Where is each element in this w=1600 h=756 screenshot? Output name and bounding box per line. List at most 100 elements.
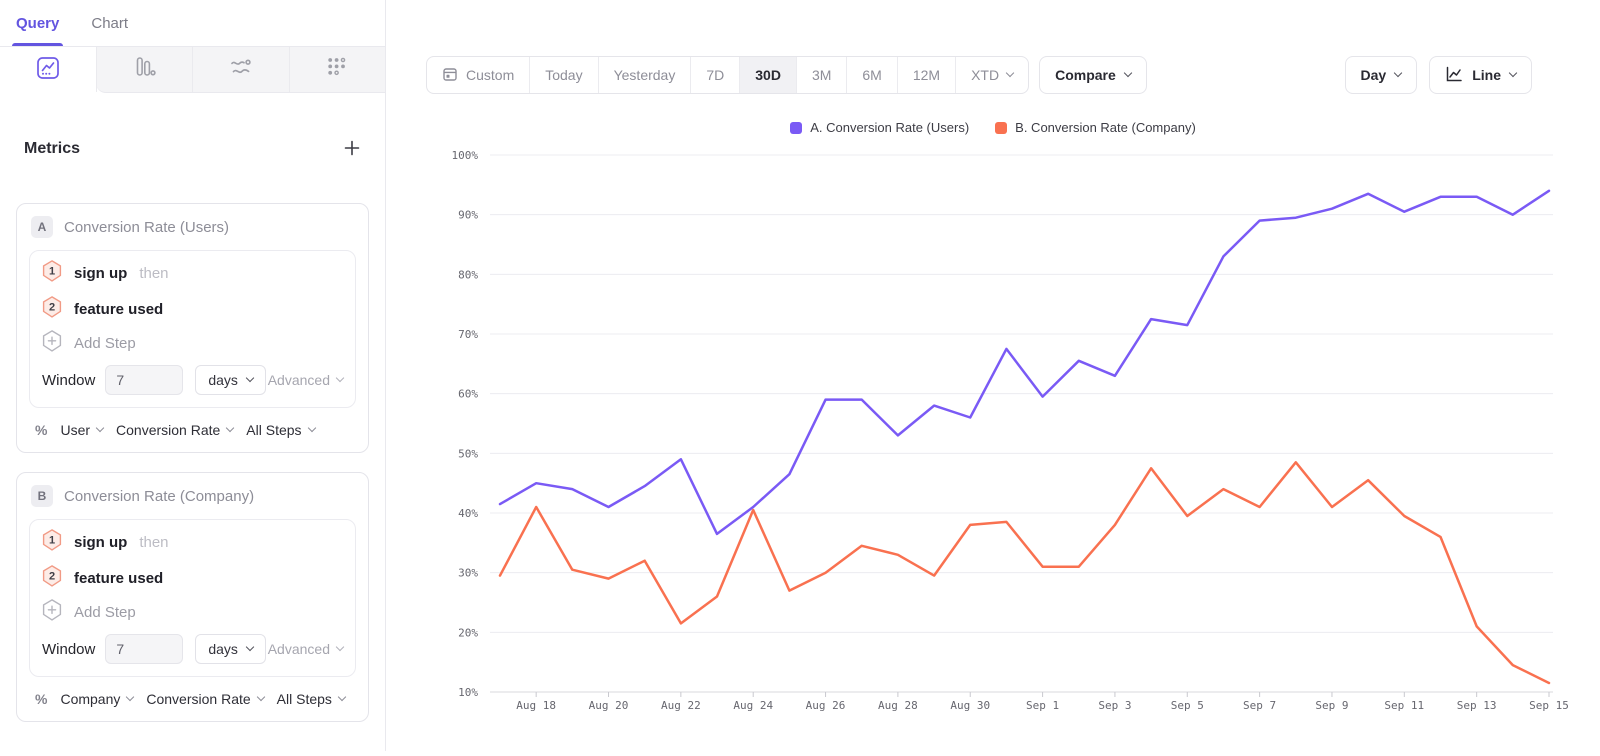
funnel-steps-b: 1 sign up then 2 feature used Add Step W… (29, 519, 356, 677)
step-number-hexagon: 2 (42, 564, 62, 592)
chevron-down-icon (1005, 68, 1015, 78)
tab-chart-label: Chart (91, 14, 129, 32)
svg-text:70%: 70% (458, 328, 478, 341)
advanced-toggle[interactable]: Advanced (268, 372, 345, 388)
chevron-down-icon (307, 423, 316, 433)
legend-swatch-a (790, 121, 803, 134)
chart-legend: A. Conversion Rate (Users) B. Conversion… (386, 120, 1600, 135)
svg-text:60%: 60% (458, 388, 478, 401)
chart-toolbar: Custom Today Yesterday 7D 30D 3M 6M 12M … (426, 56, 1532, 94)
entity-select[interactable]: Company (60, 691, 135, 707)
svg-text:Sep 5: Sep 5 (1171, 699, 1204, 712)
svg-text:20%: 20% (458, 626, 478, 639)
add-step-button[interactable]: Add Step (42, 596, 343, 628)
range-30d-active[interactable]: 30D (739, 57, 796, 93)
step-event-label[interactable]: feature used (74, 569, 164, 587)
tab-query[interactable]: Query (11, 0, 64, 46)
steps-scope-label: All Steps (246, 422, 302, 438)
funnel-step-2[interactable]: 2 feature used (42, 560, 343, 596)
chevron-down-icon (1123, 68, 1133, 78)
add-step-button[interactable]: Add Step (42, 327, 343, 359)
metric-card-b-header: B Conversion Rate (Company) (17, 473, 368, 519)
metric-title-b[interactable]: Conversion Rate (Company) (64, 487, 255, 505)
range-today[interactable]: Today (529, 57, 597, 93)
range-xtd[interactable]: XTD (955, 57, 1028, 93)
svg-text:Aug 20: Aug 20 (589, 699, 629, 712)
conversion-rate-line-chart[interactable]: 100% 90% 80% 70% 60% 50% 40% 30% 20% 10% Aug 18 Aug… (386, 140, 1600, 751)
steps-scope-select[interactable]: All Steps (246, 422, 316, 438)
measure-row-a: % User Conversion Rate All Steps (17, 408, 368, 452)
window-unit-select[interactable]: days (195, 365, 266, 395)
window-value-input[interactable] (105, 634, 184, 664)
legend-label-b: B. Conversion Rate (Company) (1015, 120, 1196, 135)
svg-text:Aug 26: Aug 26 (806, 699, 846, 712)
window-unit-select[interactable]: days (195, 634, 266, 664)
legend-swatch-b (995, 121, 1008, 134)
line-style-icon (1445, 65, 1463, 86)
step-event-label[interactable]: sign up (74, 533, 128, 551)
metric-select[interactable]: Conversion Rate (146, 691, 265, 707)
svg-text:Sep 9: Sep 9 (1315, 699, 1348, 712)
metric-label: Conversion Rate (146, 691, 251, 707)
entity-label: User (60, 422, 91, 438)
funnel-step-1[interactable]: 1 sign up then (42, 255, 343, 291)
granularity-button[interactable]: Day (1344, 56, 1418, 94)
steps-scope-label: All Steps (276, 691, 332, 707)
step-number-hexagon: 2 (42, 295, 62, 323)
entity-select[interactable]: User (60, 422, 105, 438)
window-value-input[interactable] (105, 365, 184, 395)
svg-text:90%: 90% (458, 209, 478, 222)
chart-type-tab-line[interactable] (0, 47, 96, 93)
metric-title-a[interactable]: Conversion Rate (Users) (64, 218, 230, 236)
compare-label: Compare (1055, 67, 1116, 83)
window-unit-label: days (208, 372, 238, 388)
svg-text:Aug 18: Aug 18 (516, 699, 556, 712)
bar-chart-icon (133, 55, 157, 84)
range-yesterday[interactable]: Yesterday (597, 57, 691, 93)
range-7d[interactable]: 7D (690, 57, 739, 93)
svg-text:Sep 11: Sep 11 (1384, 699, 1424, 712)
advanced-label: Advanced (267, 641, 330, 657)
svg-text:80%: 80% (458, 268, 478, 281)
chart-display-controls: Day Line (1344, 56, 1532, 94)
chart-type-tab-flow[interactable] (192, 47, 288, 92)
funnel-step-1[interactable]: 1 sign up then (42, 524, 343, 560)
metric-badge-a: A (31, 216, 53, 238)
range-12m[interactable]: 12M (896, 57, 955, 93)
steps-scope-select[interactable]: All Steps (276, 691, 347, 707)
step-event-label[interactable]: feature used (74, 300, 164, 318)
range-3m[interactable]: 3M (795, 57, 846, 93)
chevron-down-icon (95, 423, 105, 433)
legend-item-a[interactable]: A. Conversion Rate (Users) (790, 120, 969, 135)
range-custom[interactable]: Custom (427, 57, 529, 93)
tab-chart[interactable]: Chart (89, 0, 130, 46)
funnel-step-2[interactable]: 2 feature used (42, 291, 343, 327)
metric-badge-b: B (31, 485, 53, 507)
legend-item-b[interactable]: B. Conversion Rate (Company) (995, 120, 1196, 135)
compare-button[interactable]: Compare (1039, 56, 1147, 94)
svg-text:Aug 22: Aug 22 (661, 699, 701, 712)
svg-text:1: 1 (49, 265, 55, 277)
calendar-icon (442, 66, 458, 85)
percent-icon: % (35, 691, 48, 707)
metric-card-b: B Conversion Rate (Company) 1 sign up th… (16, 472, 369, 722)
chart-type-tab-bar[interactable] (96, 47, 192, 92)
step-event-label[interactable]: sign up (74, 264, 128, 282)
range-label: 30D (755, 67, 781, 83)
metrics-title: Metrics (24, 140, 81, 157)
step-number-hexagon: 1 (42, 528, 62, 556)
chart-type-tab-dots[interactable] (288, 47, 385, 92)
add-metric-button[interactable] (343, 139, 361, 160)
svg-text:40%: 40% (458, 507, 478, 520)
range-label: 3M (811, 67, 832, 83)
sidebar-tabs: Query Chart (0, 0, 385, 47)
measure-row-b: % Company Conversion Rate All Steps (17, 677, 368, 721)
svg-text:Sep 15: Sep 15 (1529, 699, 1569, 712)
range-label: Yesterday (613, 67, 676, 83)
line-chart-icon (36, 56, 60, 85)
advanced-toggle[interactable]: Advanced (267, 641, 345, 657)
range-6m[interactable]: 6M (846, 57, 896, 93)
svg-text:1: 1 (49, 534, 55, 546)
chart-style-button[interactable]: Line (1429, 56, 1532, 94)
metric-select[interactable]: Conversion Rate (116, 422, 235, 438)
